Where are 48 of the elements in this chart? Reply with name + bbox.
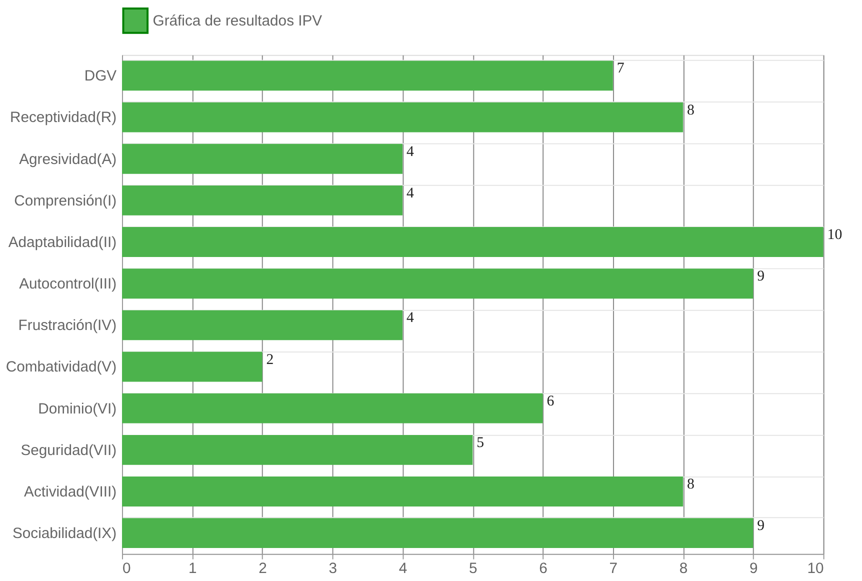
y-tick-label: Sociabilidad(IX)	[12, 526, 117, 542]
y-tick-label: Dominio(VI)	[38, 401, 117, 418]
bar	[122, 434, 473, 465]
data-label: 4	[406, 310, 414, 326]
y-tick-label: DGV	[84, 68, 117, 85]
bar	[122, 268, 754, 299]
x-tick-label: 3	[328, 561, 338, 578]
data-label: 4	[406, 185, 414, 202]
x-tick-label: 1	[188, 561, 197, 578]
bar	[122, 144, 403, 174]
bar	[122, 185, 403, 216]
data-label: 2	[266, 352, 274, 368]
bar	[122, 310, 403, 340]
bar	[122, 352, 262, 382]
legend-label: Gráfica de resultados IPV	[152, 14, 322, 30]
data-label: 4	[406, 144, 414, 160]
data-label: 10	[827, 227, 842, 244]
x-tick-label: 5	[469, 561, 478, 578]
y-tick-label: Seguridad(VII)	[20, 442, 117, 459]
x-tick-label: 8	[679, 561, 688, 578]
data-label: 6	[546, 393, 554, 410]
x-tick-label: 6	[539, 561, 548, 578]
y-tick-label: Actividad(VIII)	[24, 484, 117, 500]
y-tick-label: Receptividad(R)	[10, 110, 117, 126]
bar	[122, 476, 684, 506]
y-tick-label: Frustración(IV)	[18, 318, 117, 334]
x-tick-label: 2	[258, 561, 267, 578]
y-tick-label: Agresividad(A)	[19, 152, 117, 168]
bar	[122, 227, 824, 257]
data-label: 8	[687, 102, 694, 118]
x-tick-label: 0	[122, 561, 131, 578]
data-label: 9	[757, 518, 765, 534]
bar	[122, 518, 754, 548]
x-tick-label: 7	[609, 561, 618, 578]
y-tick-label: Autocontrol(III)	[19, 276, 117, 293]
data-label: 8	[687, 476, 694, 493]
data-label: 7	[616, 60, 624, 77]
y-tick-label: Comprensión(I)	[14, 193, 117, 210]
bar	[122, 102, 684, 132]
x-tick-label: 9	[750, 561, 758, 578]
x-tick-label: 4	[398, 561, 408, 578]
data-label: 5	[476, 434, 484, 451]
y-tick-label: Adaptabilidad(II)	[8, 234, 117, 251]
y-tick-label: Combatividad(V)	[6, 360, 117, 376]
bar	[122, 393, 543, 424]
bar	[122, 60, 613, 91]
data-label: 9	[757, 268, 765, 285]
x-tick-label: 10	[807, 561, 824, 578]
